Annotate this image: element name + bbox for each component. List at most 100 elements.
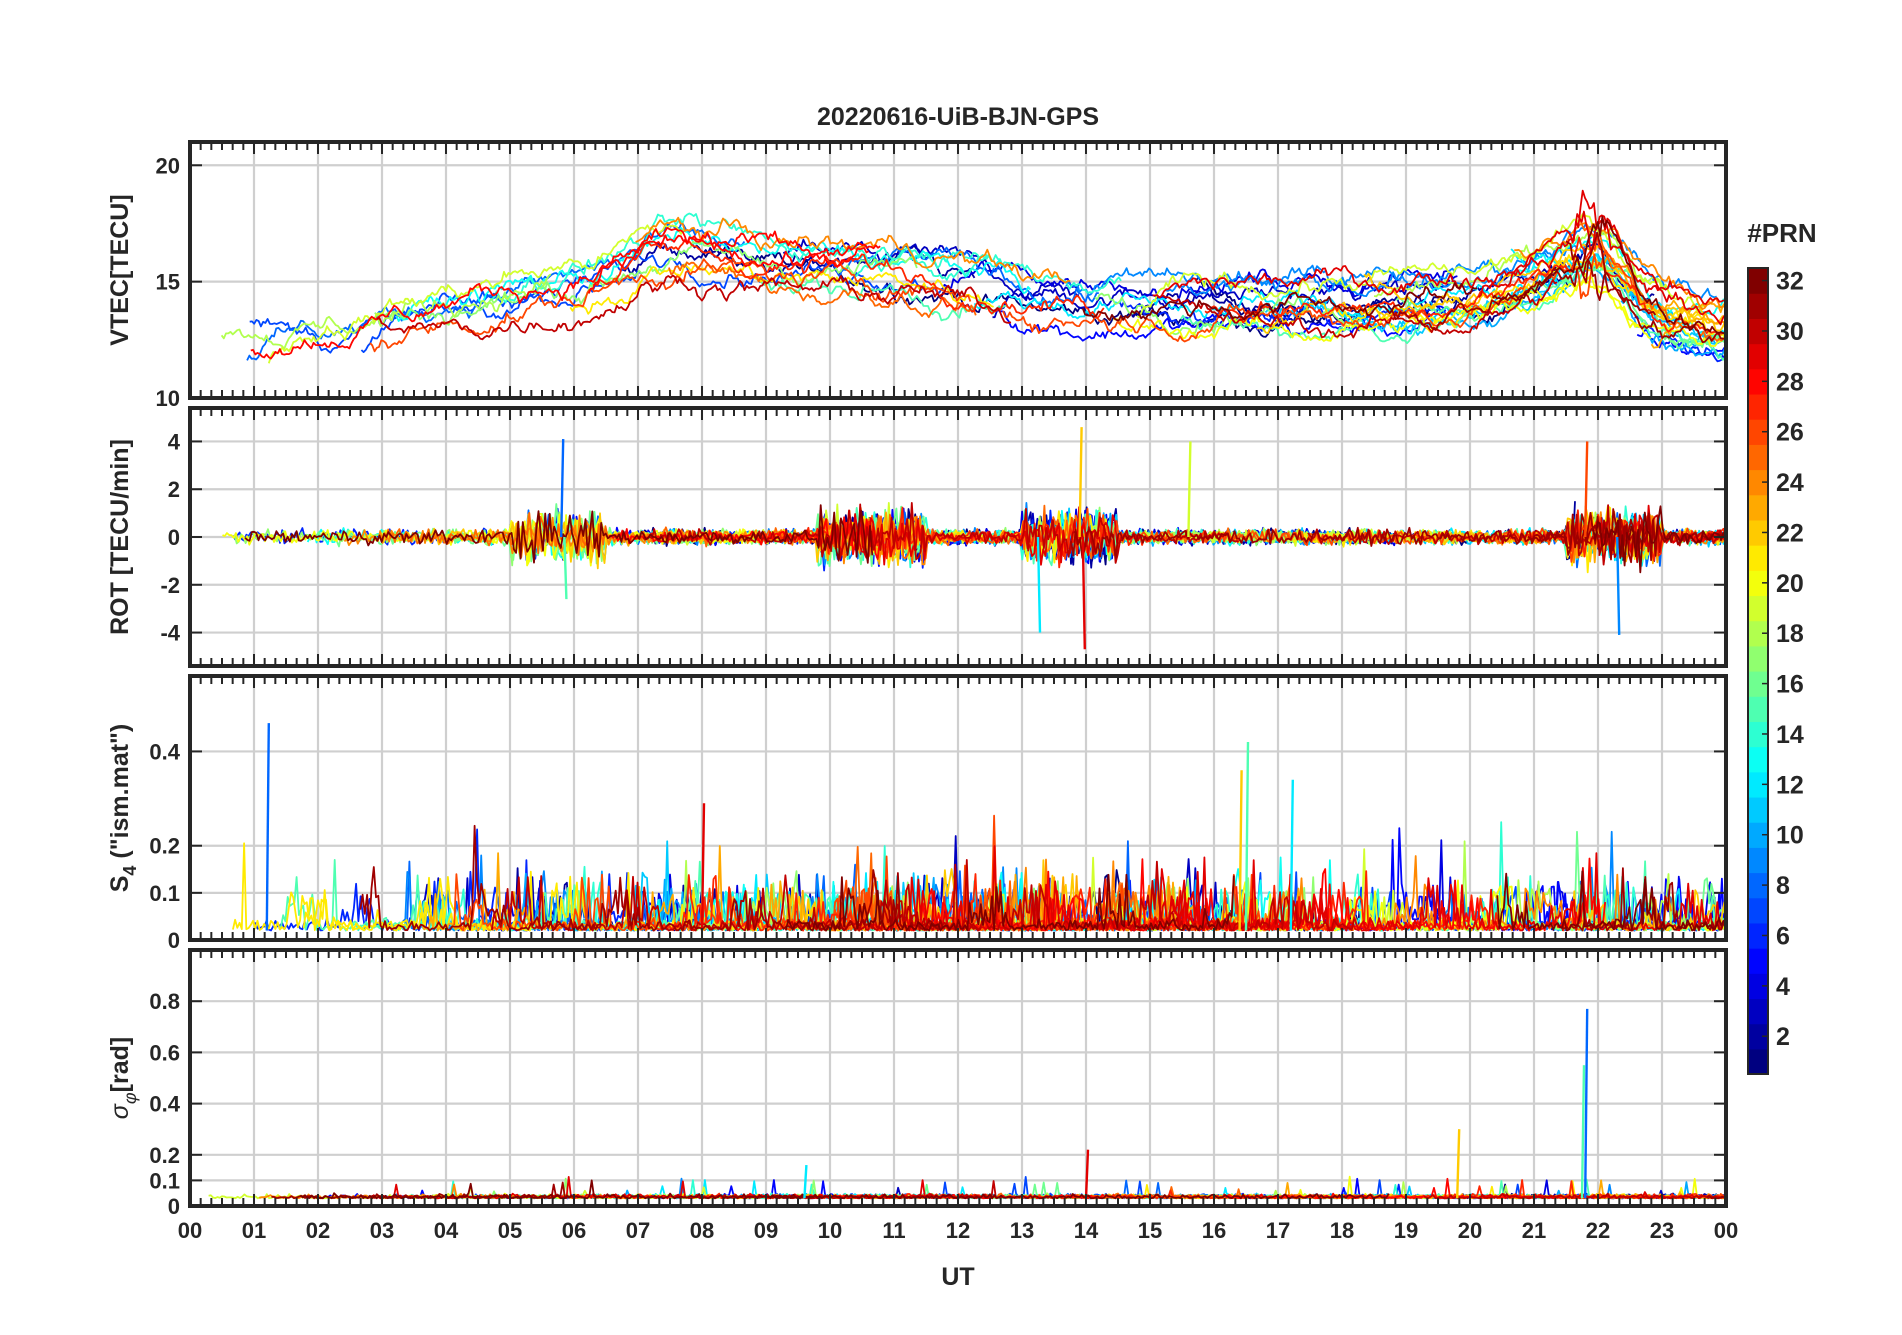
x-tick-label: 03 bbox=[370, 1218, 394, 1243]
colorbar-swatch bbox=[1748, 318, 1768, 345]
x-tick-label: 04 bbox=[434, 1218, 459, 1243]
colorbar-tick-label: 16 bbox=[1776, 671, 1804, 699]
colorbar-swatch bbox=[1748, 393, 1768, 420]
colorbar-tick-label: 26 bbox=[1776, 419, 1804, 447]
series-line-prn-17 bbox=[374, 240, 918, 326]
series-group-vtec bbox=[220, 189, 1726, 364]
colorbar-swatch bbox=[1748, 746, 1768, 773]
peak-mark bbox=[1456, 1129, 1461, 1199]
colorbar-swatch bbox=[1748, 268, 1768, 294]
x-tick-label: 01 bbox=[242, 1218, 266, 1243]
series-line-prn-29 bbox=[1477, 210, 1726, 326]
colorbar-tick-label: 4 bbox=[1776, 973, 1790, 1001]
colorbar-swatch bbox=[1748, 1048, 1768, 1075]
series-line-prn-30 bbox=[1423, 1192, 1725, 1200]
peak-mark bbox=[560, 439, 565, 538]
y-tick-label: 0.4 bbox=[149, 1092, 180, 1117]
colorbar-swatch bbox=[1748, 545, 1768, 571]
y-tick-label: 0.4 bbox=[149, 739, 180, 764]
series-line-prn-25 bbox=[668, 261, 977, 319]
peak-mark bbox=[803, 1164, 808, 1199]
ticks-sigma_phi bbox=[189, 950, 1727, 1206]
series-line-prn-27 bbox=[631, 873, 1201, 932]
y-axis-label-s4: S4 ("ism.mat") bbox=[106, 724, 140, 893]
series-line-prn-27 bbox=[592, 238, 1105, 320]
y-tick-label: 4 bbox=[168, 429, 181, 454]
grid-sigma_phi bbox=[190, 950, 1726, 1206]
series-group-rot bbox=[222, 427, 1726, 650]
colorbar-swatch bbox=[1748, 771, 1768, 798]
series-line-prn-32 bbox=[1496, 870, 1726, 932]
panel-s4: 0 0.1 0.2 0.4 S4 ("ism.mat") bbox=[106, 674, 1728, 953]
colorbar-swatch bbox=[1748, 519, 1768, 546]
series-line-prn-18 bbox=[220, 273, 552, 350]
series-line-prn-31 bbox=[1070, 508, 1653, 564]
colorbar-swatch bbox=[1748, 872, 1768, 899]
colorbar-swatch bbox=[1748, 948, 1768, 974]
colorbar-tick-label: 2 bbox=[1776, 1023, 1790, 1051]
series-line-prn-4 bbox=[941, 260, 1458, 310]
y-tick-label: 10 bbox=[156, 386, 180, 411]
y-axis-label-sigma_phi: σφ[rad] bbox=[106, 1037, 140, 1119]
colorbar-swatch bbox=[1748, 847, 1768, 874]
x-tick-label: 16 bbox=[1202, 1218, 1226, 1243]
colorbar-swatch bbox=[1748, 796, 1768, 823]
series-line-prn-19 bbox=[1136, 213, 1707, 319]
peak-mark bbox=[265, 723, 270, 931]
peak-mark bbox=[563, 536, 568, 600]
x-tick-label: 02 bbox=[306, 1218, 330, 1243]
x-tick-label: 22 bbox=[1586, 1218, 1610, 1243]
colorbar-title: #PRN bbox=[1747, 218, 1816, 248]
colorbar-frame bbox=[1747, 267, 1769, 1075]
y-axis-label-rot: ROT [TECU/min] bbox=[106, 439, 134, 635]
series-line-prn-30 bbox=[376, 274, 1012, 341]
series-line-prn-7 bbox=[249, 270, 643, 354]
series-line-prn-32 bbox=[244, 504, 874, 564]
panel-vtec: 10 15 20 VTEC[TECU] bbox=[106, 140, 1728, 411]
peak-mark bbox=[700, 803, 706, 931]
series-line-prn-28 bbox=[250, 230, 881, 360]
x-tick-label: 06 bbox=[562, 1218, 586, 1243]
series-line-prn-28 bbox=[587, 226, 870, 294]
x-tick-label: 17 bbox=[1266, 1218, 1290, 1243]
colorbar-swatch bbox=[1748, 998, 1768, 1025]
x-tick-label: 20 bbox=[1458, 1218, 1482, 1243]
peak-mark bbox=[1244, 741, 1250, 931]
y-tick-label: 20 bbox=[156, 153, 180, 178]
series-line-prn-14 bbox=[853, 243, 1122, 294]
colorbar-swatch bbox=[1748, 645, 1768, 672]
series-line-prn-16 bbox=[1531, 257, 1726, 349]
series-line-prn-31 bbox=[359, 824, 944, 932]
colorbar-tick-label: 12 bbox=[1776, 771, 1804, 799]
series-line-prn-32 bbox=[1592, 505, 1726, 574]
x-tick-label: 08 bbox=[690, 1218, 714, 1243]
colorbar-tick-label: 14 bbox=[1776, 721, 1804, 749]
x-tick-label: 07 bbox=[626, 1218, 650, 1243]
peak-mark bbox=[1084, 1149, 1090, 1199]
y-tick-label: 2 bbox=[168, 477, 180, 502]
ticks-vtec bbox=[189, 142, 1727, 398]
colorbar-swatch bbox=[1748, 922, 1768, 949]
ticks-rot bbox=[189, 408, 1727, 666]
x-tick-label: 15 bbox=[1138, 1218, 1162, 1243]
peak-mark bbox=[1036, 536, 1042, 633]
y-tick-label: 0.1 bbox=[149, 881, 180, 906]
colorbar-swatch bbox=[1748, 570, 1768, 597]
x-tick-label: 13 bbox=[1010, 1218, 1034, 1243]
colorbar-swatch bbox=[1748, 1023, 1768, 1050]
y-axis-label-vtec: VTEC[TECU] bbox=[106, 194, 134, 345]
colorbar-swatch bbox=[1748, 671, 1768, 697]
peak-mark bbox=[1187, 441, 1192, 538]
chart-title: 20220616-UiB-BJN-GPS bbox=[817, 103, 1099, 131]
colorbar-swatch bbox=[1748, 822, 1768, 848]
y-tick-label: 0 bbox=[168, 1194, 180, 1219]
x-tick-label: 09 bbox=[754, 1218, 778, 1243]
series-group-sigma_phi bbox=[208, 1008, 1726, 1200]
series-line-prn-14 bbox=[489, 212, 988, 304]
panel-sigma_phi: 00.10.2 0.4 0.6 0.8 σφ[rad] bbox=[106, 948, 1728, 1219]
ticks-s4 bbox=[189, 676, 1727, 940]
x-tick-label: 05 bbox=[498, 1218, 522, 1243]
colorbar-tick-label: 30 bbox=[1776, 318, 1804, 346]
